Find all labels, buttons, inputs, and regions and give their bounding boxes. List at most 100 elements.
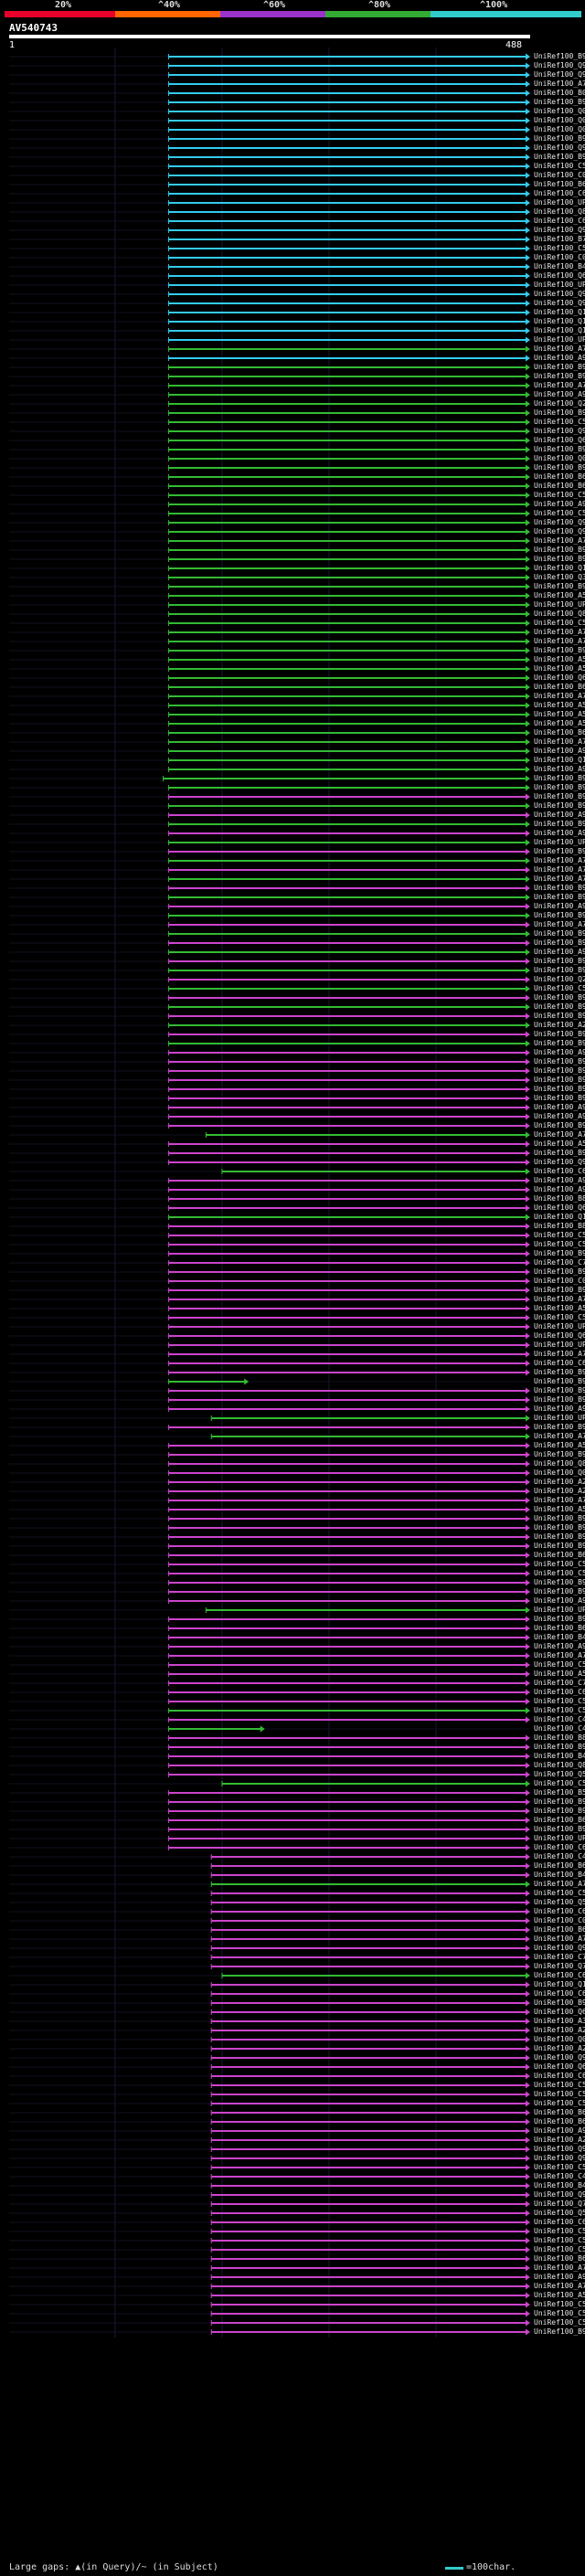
hit-label[interactable]: UniRef100_B6B659 [534, 683, 585, 691]
hit-label[interactable]: UniRef100_Q5MZ20 [534, 1898, 585, 1906]
hit-label[interactable]: UniRef100_C5WZF1 [534, 1779, 585, 1787]
hit-label[interactable]: UniRef100_Q0HAF7 [534, 116, 585, 124]
hit-label[interactable]: UniRef100_B6B659 [534, 728, 585, 737]
hit-label[interactable]: UniRef100_B9RBGC [534, 1743, 585, 1751]
hit-label[interactable]: UniRef100_A9RZ54 [534, 1185, 585, 1193]
hit-label[interactable]: UniRef100_B9S9Q2 [534, 463, 585, 472]
hit-label[interactable]: UniRef100_A5AN15 [534, 664, 585, 673]
hit-label[interactable]: UniRef100_C5XVY7 [534, 1569, 585, 1577]
hit-label[interactable]: UniRef100_Q1KUU3 [534, 756, 585, 764]
hit-label[interactable]: UniRef100_Q1ENY9 [534, 317, 585, 325]
hit-label[interactable]: UniRef100_A5AMS5 [534, 1304, 585, 1312]
hit-label[interactable]: UniRef100_B7FM63 [534, 235, 585, 243]
hit-label[interactable]: UniRef100_C7I018 [534, 1679, 585, 1687]
hit-label[interactable]: UniRef100_C5XAY9 [534, 1660, 585, 1669]
hit-label[interactable]: UniRef100_B6U0X0 [534, 2108, 585, 2116]
hit-label[interactable]: UniRef100_A9PE10 [534, 829, 585, 837]
hit-label[interactable]: UniRef100_C7IYH7 [534, 1258, 585, 1267]
hit-label[interactable]: UniRef100_UPI000... [534, 1414, 585, 1422]
hit-label[interactable]: UniRef100_Q8LFJ9 [534, 610, 585, 618]
hit-label[interactable]: UniRef100_Q6Y7S1 [534, 2008, 585, 2016]
hit-label[interactable]: UniRef100_B4FGD3 [534, 2181, 585, 2189]
hit-label[interactable]: UniRef100_A5C835 [534, 1670, 585, 1678]
hit-label[interactable]: UniRef100_A2IIV6 [534, 2044, 585, 2052]
hit-label[interactable]: UniRef100_Q6ZCC3 [534, 673, 585, 682]
hit-label[interactable]: UniRef100_B9NEG2 [534, 1057, 585, 1065]
hit-label[interactable]: UniRef100_C5YVH7 [534, 1240, 585, 1248]
hit-label[interactable]: UniRef100_Q6K6B3 [534, 2062, 585, 2071]
hit-label[interactable]: UniRef100_A7QDQ2 [534, 628, 585, 636]
hit-label[interactable]: UniRef100_B9ND5Q [534, 1076, 585, 1084]
hit-label[interactable]: UniRef100_B4F9E3 [534, 262, 585, 270]
hit-label[interactable]: UniRef100_A7QDC5 [534, 637, 585, 645]
hit-label[interactable]: UniRef100_Q9SF78-2 [534, 518, 585, 526]
hit-label[interactable]: UniRef100_Q1HM20 [534, 1213, 585, 1221]
hit-label[interactable]: UniRef100_B9K2K6 [534, 1249, 585, 1257]
hit-label[interactable]: UniRef100_B9T4P4 [534, 1386, 585, 1394]
hit-label[interactable]: UniRef100_C5Z7D6 [534, 2081, 585, 2089]
hit-label[interactable]: UniRef100_Q0BET5 [534, 107, 585, 115]
hit-label[interactable]: UniRef100_B9ILY5 [534, 1121, 585, 1129]
hit-label[interactable]: UniRef100_UPI000... [534, 600, 585, 609]
hit-label[interactable]: UniRef100_C6TK49 [534, 1843, 585, 1851]
hit-label[interactable]: UniRef100_A7QY59 [534, 80, 585, 88]
hit-label[interactable]: UniRef100_Q0L521 [534, 454, 585, 462]
hit-label[interactable]: UniRef100_Q9FK75 [534, 61, 585, 69]
hit-label[interactable]: UniRef100_A7Q4B4 [534, 865, 585, 874]
hit-label[interactable]: UniRef100_C6FHQ1 [534, 1359, 585, 1367]
hit-label[interactable]: UniRef100_B9SK93 [534, 408, 585, 417]
hit-label[interactable]: UniRef100_B9TRP5 [534, 1002, 585, 1011]
hit-label[interactable]: UniRef100_B9HN24 [534, 847, 585, 855]
hit-label[interactable]: UniRef100_A9RUS8 [534, 1596, 585, 1605]
hit-label[interactable]: UniRef100_A9NIW9 [534, 500, 585, 508]
hit-label[interactable]: UniRef100_C5XFP6 [534, 509, 585, 517]
hit-label[interactable]: UniRef100_A5BFR2 [534, 719, 585, 727]
hit-label[interactable]: UniRef100_Q2JA70 [534, 975, 585, 983]
hit-label[interactable]: UniRef100_B9HJK9 [534, 792, 585, 800]
hit-label[interactable]: UniRef100_B9SRN4 [534, 1807, 585, 1815]
hit-label[interactable]: UniRef100_A7Q4B0 [534, 875, 585, 883]
hit-label[interactable]: UniRef100_B9ILE8 [534, 1094, 585, 1102]
hit-label[interactable]: UniRef100_C5TD32 [534, 2300, 585, 2308]
hit-label[interactable]: UniRef100_C4J4U3 [534, 2172, 585, 2180]
hit-label[interactable]: UniRef100_A9S9K6 [534, 1112, 585, 1120]
hit-label[interactable]: UniRef100_A7PNW0 [534, 1350, 585, 1358]
hit-label[interactable]: UniRef100_B9SBH2 [534, 1578, 585, 1586]
hit-label[interactable]: UniRef100_UPI000... [534, 1322, 585, 1330]
hit-label[interactable]: UniRef100_B9GI56 [534, 134, 585, 143]
hit-label[interactable]: UniRef100_A9P2L0 [534, 2273, 585, 2281]
hit-label[interactable]: UniRef100_B6T5V1 [534, 1551, 585, 1559]
hit-label[interactable]: UniRef100_Q93YW8 [534, 70, 585, 79]
hit-label[interactable]: UniRef100_C5YBW1 [534, 1706, 585, 1714]
hit-label[interactable]: UniRef100_B9SHC4 [534, 646, 585, 654]
hit-label[interactable]: UniRef100_A2IIU9 [534, 1487, 585, 1495]
hit-label[interactable]: UniRef100_A9T2G8 [534, 1176, 585, 1184]
hit-label[interactable]: UniRef100_B9IL1Q [534, 1149, 585, 1157]
hit-label[interactable]: UniRef100_UPI000... [534, 198, 585, 207]
hit-label[interactable]: UniRef100_Q94CH7-2 [534, 2145, 585, 2153]
hit-label[interactable]: UniRef100_B9TLE6 [534, 555, 585, 563]
hit-label[interactable]: UniRef100_C6TKH1 [534, 1167, 585, 1175]
hit-label[interactable]: UniRef100_B9I8C8 [534, 372, 585, 380]
hit-label[interactable]: UniRef100_A5AN16 [534, 701, 585, 709]
hit-label[interactable]: UniRef100_C5YTU5 [534, 418, 585, 426]
hit-label[interactable]: UniRef100_Q9M3Z9 [534, 2053, 585, 2062]
hit-label[interactable]: UniRef100_Q3FNP2 [534, 573, 585, 581]
hit-label[interactable]: UniRef100_B6SRX6 [534, 2254, 585, 2263]
hit-label[interactable]: UniRef100_A7R448 [534, 1432, 585, 1440]
hit-label[interactable]: UniRef100_Q1PDX1 [534, 564, 585, 572]
hit-label[interactable]: UniRef100_A9PA39 [534, 354, 585, 362]
hit-label[interactable]: UniRef100_C5Z4N7 [534, 1560, 585, 1568]
hit-label[interactable]: UniRef100_Q1HPS9 [534, 1980, 585, 1988]
hit-label[interactable]: UniRef100_A5AMA0 [534, 1441, 585, 1449]
hit-label[interactable]: UniRef100_B6SUN1 [534, 482, 585, 490]
hit-label[interactable]: UniRef100_C5WL80 [534, 2090, 585, 2098]
hit-label[interactable]: UniRef100_C5XFW9 [534, 1231, 585, 1239]
hit-label[interactable]: UniRef100_Q9XG32 [534, 226, 585, 234]
hit-label[interactable]: UniRef100_B9SG06 [534, 1450, 585, 1458]
hit-label[interactable]: UniRef100_B8AK34 [534, 1733, 585, 1742]
hit-label[interactable]: UniRef100_UPI000... [534, 1341, 585, 1349]
hit-label[interactable]: UniRef100_B9RA49 [534, 1286, 585, 1294]
hit-label[interactable]: UniRef100_A7QZS7 [534, 381, 585, 389]
hit-label[interactable]: UniRef100_C6TRX7 [534, 1989, 585, 1998]
